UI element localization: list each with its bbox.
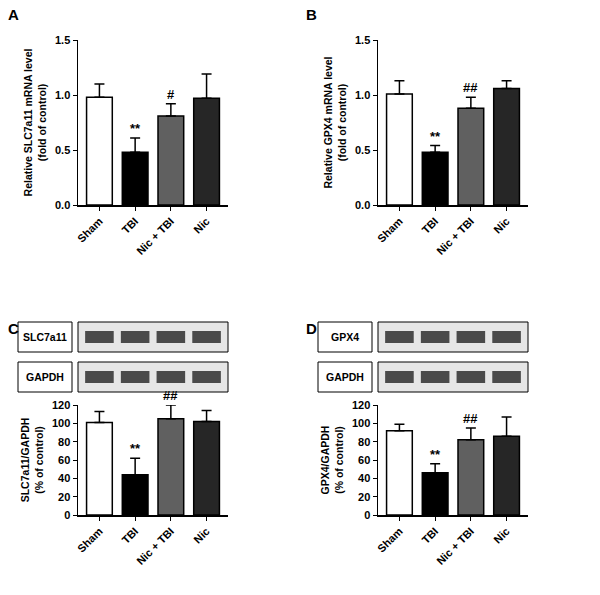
svg-text:TBI: TBI [419, 215, 440, 236]
svg-text:GPX4/GAPDH(% of control): GPX4/GAPDH(% of control) [319, 426, 345, 495]
svg-text:Nic + TBI: Nic + TBI [434, 525, 476, 567]
svg-text:100: 100 [352, 417, 370, 429]
svg-text:1.0: 1.0 [55, 89, 70, 101]
svg-text:0.0: 0.0 [355, 199, 370, 211]
svg-text:0.0: 0.0 [55, 199, 70, 211]
svg-text:Nic: Nic [491, 525, 512, 546]
svg-text:40: 40 [58, 472, 70, 484]
svg-text:Relative GPX4 mRNA level(fold: Relative GPX4 mRNA level(fold of control… [322, 56, 348, 188]
svg-text:80: 80 [358, 436, 370, 448]
svg-text:80: 80 [58, 436, 70, 448]
svg-text:A: A [8, 6, 19, 23]
svg-text:GPX4: GPX4 [331, 331, 359, 343]
svg-text:##: ## [463, 80, 478, 95]
svg-text:100: 100 [52, 417, 70, 429]
svg-text:Nic + TBI: Nic + TBI [134, 525, 176, 567]
svg-text:Nic: Nic [191, 215, 212, 236]
svg-text:B: B [306, 6, 317, 23]
svg-text:**: ** [130, 441, 141, 456]
svg-text:0.5: 0.5 [55, 144, 70, 156]
svg-text:120: 120 [352, 399, 370, 411]
svg-text:1.5: 1.5 [55, 34, 70, 46]
svg-text:40: 40 [358, 472, 370, 484]
svg-text:0: 0 [364, 509, 370, 521]
svg-text:##: ## [463, 411, 478, 426]
svg-text:**: ** [430, 129, 441, 144]
svg-text:20: 20 [58, 491, 70, 503]
svg-text:Nic: Nic [191, 525, 212, 546]
svg-text:0: 0 [64, 509, 70, 521]
svg-text:TBI: TBI [119, 215, 140, 236]
svg-text:**: ** [130, 121, 141, 136]
svg-text:D: D [306, 320, 317, 337]
svg-text:GAPDH: GAPDH [26, 371, 64, 383]
svg-text:60: 60 [358, 454, 370, 466]
svg-text:Relative SLC7a11 mRNA level(fo: Relative SLC7a11 mRNA level(fold of cont… [22, 48, 48, 196]
svg-text:SLC7a11/GAPDH(% of control): SLC7a11/GAPDH(% of control) [19, 418, 45, 503]
svg-text:TBI: TBI [419, 525, 440, 546]
svg-text:Sham: Sham [75, 215, 105, 245]
svg-text:C: C [8, 320, 19, 337]
svg-text:Sham: Sham [375, 215, 405, 245]
svg-text:Nic: Nic [491, 215, 512, 236]
svg-text:Sham: Sham [75, 525, 105, 555]
svg-text:Nic + TBI: Nic + TBI [134, 215, 176, 257]
svg-text:TBI: TBI [119, 525, 140, 546]
svg-text:0.5: 0.5 [355, 144, 370, 156]
svg-text:120: 120 [52, 399, 70, 411]
svg-text:1.0: 1.0 [355, 89, 370, 101]
svg-text:Sham: Sham [375, 525, 405, 555]
svg-text:60: 60 [58, 454, 70, 466]
svg-text:1.5: 1.5 [355, 34, 370, 46]
svg-text:Nic + TBI: Nic + TBI [434, 215, 476, 257]
svg-text:#: # [167, 87, 175, 102]
svg-text:SLC7a11: SLC7a11 [23, 331, 67, 343]
svg-text:##: ## [163, 388, 178, 403]
svg-text:**: ** [430, 447, 441, 462]
svg-text:20: 20 [358, 491, 370, 503]
svg-text:GAPDH: GAPDH [326, 371, 364, 383]
